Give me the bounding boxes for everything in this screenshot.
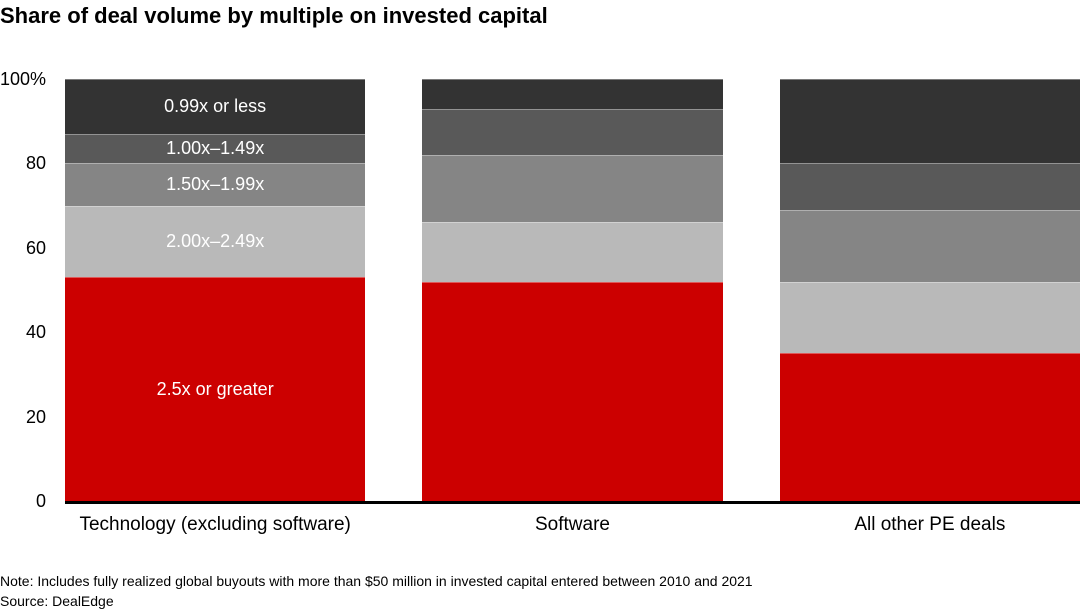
bar-segment	[422, 154, 723, 223]
bar-segment	[779, 163, 1080, 210]
bar-segment: 2.00x–2.49x	[65, 205, 366, 278]
y-axis-tick-label: 20	[25, 406, 46, 427]
x-axis-category-label: Technology (excluding software)	[79, 514, 351, 535]
y-axis-tick-label: 40	[25, 322, 46, 343]
bar-segment	[422, 222, 723, 282]
bar-segment: 2.5x or greater	[65, 277, 366, 501]
segment-label: 1.50x–1.99x	[166, 174, 265, 195]
bar-segment	[779, 353, 1080, 501]
segment-label: 2.00x–2.49x	[166, 230, 265, 251]
y-axis: 100% 80 60 40 20 0	[0, 0, 46, 612]
bar-segment	[422, 281, 723, 501]
footnotes: Note: Includes fully realized global buy…	[0, 571, 753, 611]
chart-title: Share of deal volume by multiple on inve…	[0, 3, 548, 28]
y-axis-tick-label: 60	[25, 237, 46, 258]
x-axis-category-label: Software	[535, 514, 610, 535]
note-text: Note: Includes fully realized global buy…	[0, 573, 753, 589]
bar-segment	[422, 108, 723, 155]
segment-label: 2.5x or greater	[156, 378, 274, 399]
stacked-bar: 2.5x or greater 2.00x–2.49x 1.50x–1.99x 1.0…	[65, 79, 366, 501]
segment-label: 0.99x or less	[164, 95, 267, 116]
stacked-bar	[779, 79, 1080, 501]
stacked-bar	[422, 79, 723, 501]
bar-segment	[779, 79, 1080, 164]
bar-segment	[779, 281, 1080, 354]
y-axis-tick-label: 100%	[0, 69, 47, 89]
segment-label: 1.00x–1.49x	[166, 138, 265, 159]
x-axis-line	[65, 501, 1080, 504]
bar-segment: 1.00x–1.49x	[65, 133, 366, 164]
x-axis-category-label: All other PE deals	[854, 514, 1006, 535]
source-text: Source: DealEdge	[0, 593, 114, 609]
bar-segment	[779, 209, 1080, 282]
y-axis-tick-label: 80	[25, 153, 46, 174]
bar-segment: 0.99x or less	[65, 79, 366, 134]
bar-segment	[422, 79, 723, 109]
plot-area: 2.5x or greater 2.00x–2.49x 1.50x–1.99x 1.0…	[65, 79, 1080, 501]
y-axis-tick-label: 0	[35, 491, 46, 511]
bar-segment: 1.50x–1.99x	[65, 163, 366, 206]
